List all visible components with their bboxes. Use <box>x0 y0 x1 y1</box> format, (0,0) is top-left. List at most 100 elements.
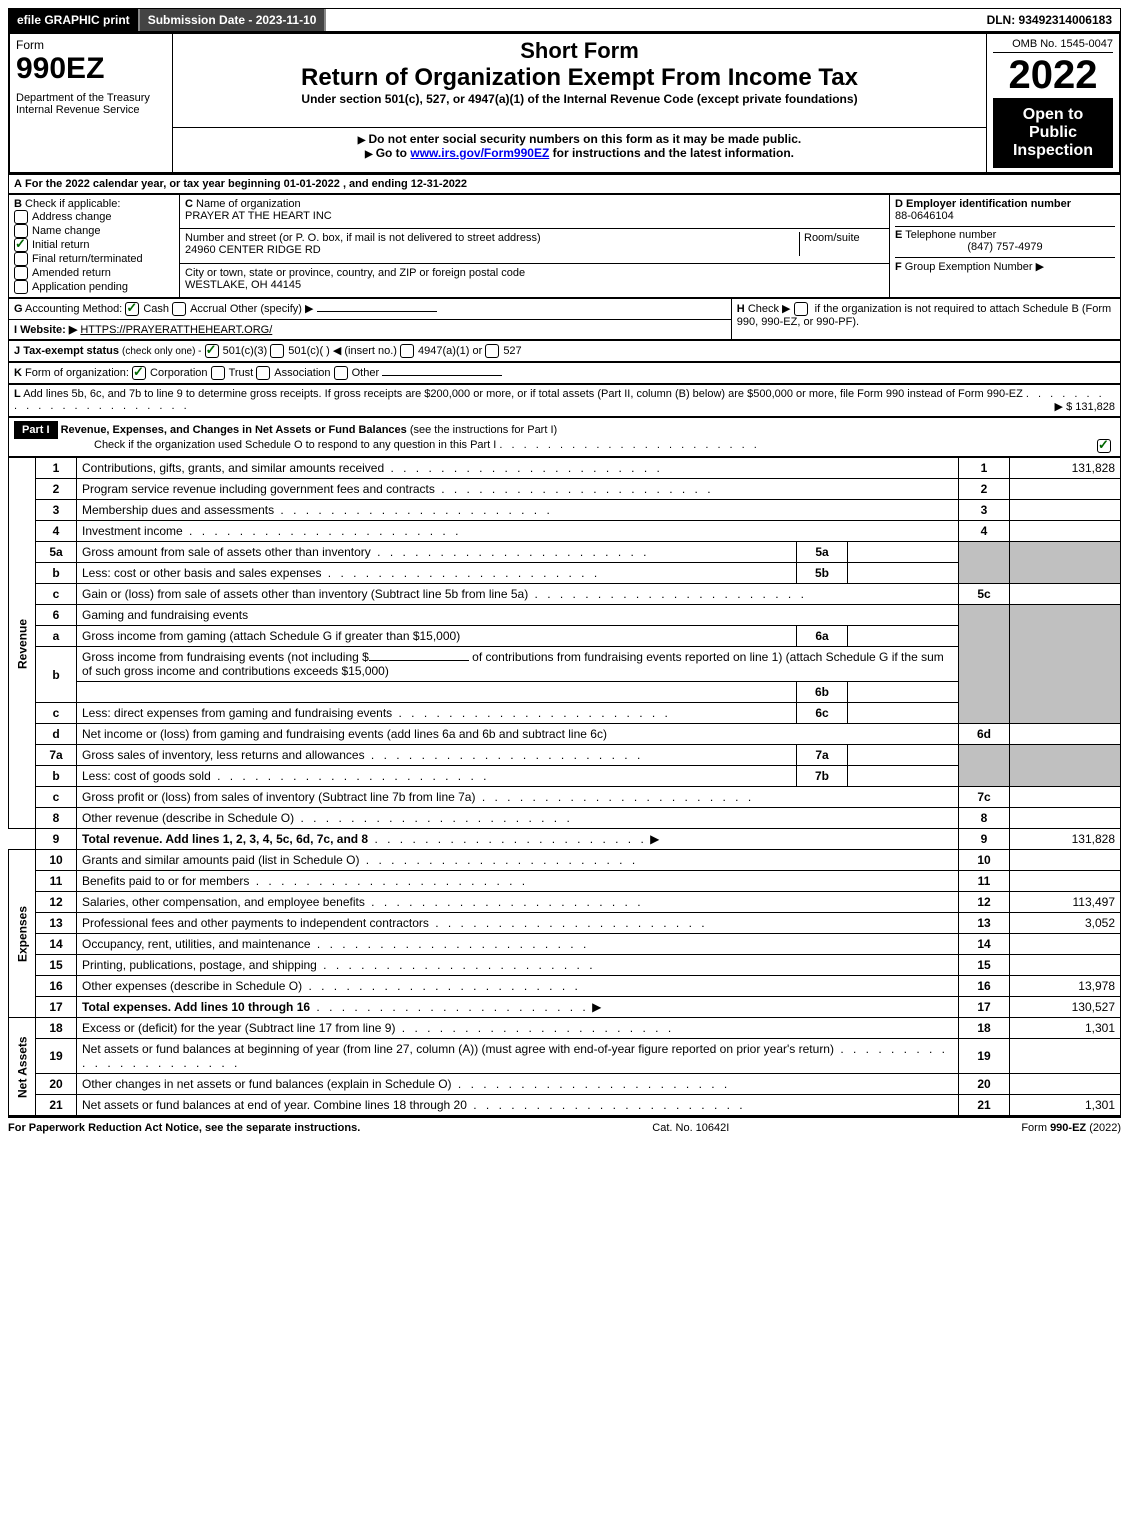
website-link[interactable]: HTTPS://PRAYERATTHEHEART.ORG/ <box>80 324 272 336</box>
form-word: Form <box>16 38 166 52</box>
line-6a-num: a <box>36 626 77 647</box>
checkbox-501c[interactable] <box>270 344 284 358</box>
line-6c-mid: 6c <box>797 703 848 724</box>
line-8-text: Other revenue (describe in Schedule O) <box>82 811 294 825</box>
line-18-num: 18 <box>36 1018 77 1039</box>
checkbox-association[interactable] <box>256 366 270 380</box>
label-c: C <box>185 198 193 210</box>
line-8-val <box>1010 808 1121 829</box>
group-exemption-label: Group Exemption Number <box>905 261 1033 273</box>
section-h-text2: if the organization is not required to a… <box>737 303 1111 328</box>
department-label: Department of the Treasury Internal Reve… <box>16 92 166 116</box>
checkbox-initial-return[interactable] <box>14 238 28 252</box>
checkbox-schedule-b[interactable] <box>794 302 808 316</box>
ein-value: 88-0646104 <box>895 210 1115 222</box>
checkbox-pending[interactable] <box>14 280 28 294</box>
irs-link[interactable]: www.irs.gov/Form990EZ <box>410 146 549 160</box>
opt-amended: Amended return <box>32 267 111 279</box>
line-3-text: Membership dues and assessments <box>82 503 274 517</box>
checkbox-schedule-o[interactable] <box>1097 439 1111 453</box>
opt-trust: Trust <box>229 367 254 379</box>
footer-left: For Paperwork Reduction Act Notice, see … <box>8 1122 360 1134</box>
org-name: PRAYER AT THE HEART INC <box>185 210 332 222</box>
opt-initial: Initial return <box>32 239 89 251</box>
line-1-num: 1 <box>36 458 77 479</box>
label-j: J <box>14 345 20 357</box>
opt-address: Address change <box>32 211 112 223</box>
footer-right: Form 990-EZ (2022) <box>1021 1122 1121 1134</box>
part1-note: (see the instructions for Part I) <box>410 424 557 436</box>
opt-cash: Cash <box>143 303 169 315</box>
opt-assoc: Association <box>274 367 330 379</box>
label-k: K <box>14 367 22 379</box>
label-l: L <box>14 388 21 400</box>
line-13-text: Professional fees and other payments to … <box>82 916 429 930</box>
footer-right-post: (2022) <box>1086 1122 1121 1134</box>
efile-label: efile GRAPHIC print <box>9 9 138 31</box>
line-12-val: 113,497 <box>1010 892 1121 913</box>
line-7b-num: b <box>36 766 77 787</box>
line-2-rnum: 2 <box>959 479 1010 500</box>
subtitle: Under section 501(c), 527, or 4947(a)(1)… <box>179 92 980 106</box>
main-title: Return of Organization Exempt From Incom… <box>179 64 980 92</box>
checkbox-address-change[interactable] <box>14 210 28 224</box>
line-21-num: 21 <box>36 1095 77 1116</box>
opt-corp: Corporation <box>150 367 207 379</box>
line-7a-mid: 7a <box>797 745 848 766</box>
room-label: Room/suite <box>799 232 884 256</box>
line-16-val: 13,978 <box>1010 976 1121 997</box>
line-11-text: Benefits paid to or for members <box>82 874 249 888</box>
omb-number: OMB No. 1545-0047 <box>993 38 1113 53</box>
line-2-val <box>1010 479 1121 500</box>
line-20-rnum: 20 <box>959 1074 1010 1095</box>
tax-exempt-label: Tax-exempt status <box>23 345 119 357</box>
checkbox-trust[interactable] <box>211 366 225 380</box>
netassets-label: Net Assets <box>9 1018 36 1116</box>
section-b-title: Check if applicable: <box>25 198 120 210</box>
line-4-val <box>1010 521 1121 542</box>
short-form-title: Short Form <box>179 38 980 64</box>
revenue-label: Revenue <box>9 458 36 829</box>
line-8-rnum: 8 <box>959 808 1010 829</box>
label-e: E <box>895 229 902 241</box>
footer-catno: Cat. No. 10642I <box>652 1122 729 1134</box>
section-a: A For the 2022 calendar year, or tax yea… <box>8 174 1121 194</box>
name-label: Name of organization <box>196 198 301 210</box>
footer-right-bold: 990-EZ <box>1050 1122 1086 1134</box>
form-number: 990EZ <box>16 52 166 86</box>
phone-label: Telephone number <box>905 229 996 241</box>
line-12-text: Salaries, other compensation, and employ… <box>82 895 365 909</box>
line-9-text: Total revenue. Add lines 1, 2, 3, 4, 5c,… <box>82 832 368 846</box>
street-label: Number and street (or P. O. box, if mail… <box>185 232 541 244</box>
checkbox-other-org[interactable] <box>334 366 348 380</box>
line-6-text: Gaming and fundraising events <box>77 605 959 626</box>
line-13-num: 13 <box>36 913 77 934</box>
label-h: H <box>737 303 745 315</box>
line-17-num: 17 <box>36 997 77 1018</box>
line-6b-num: b <box>36 647 77 703</box>
page-footer: For Paperwork Reduction Act Notice, see … <box>8 1116 1121 1134</box>
label-g: G <box>14 303 23 315</box>
line-16-rnum: 16 <box>959 976 1010 997</box>
line-5b-mid: 5b <box>797 563 848 584</box>
line-10-val <box>1010 850 1121 871</box>
checkbox-accrual[interactable] <box>172 302 186 316</box>
checkbox-4947[interactable] <box>400 344 414 358</box>
checkbox-final-return[interactable] <box>14 252 28 266</box>
line-6b-mid: 6b <box>797 682 848 703</box>
section-h-text: Check ▶ <box>748 303 791 315</box>
label-a: A <box>14 178 22 190</box>
checkbox-corporation[interactable] <box>132 366 146 380</box>
line-15-rnum: 15 <box>959 955 1010 976</box>
checkbox-527[interactable] <box>485 344 499 358</box>
checkbox-501c3[interactable] <box>205 344 219 358</box>
line-7c-text: Gross profit or (loss) from sales of inv… <box>82 790 475 804</box>
line-19-rnum: 19 <box>959 1039 1010 1074</box>
line-3-val <box>1010 500 1121 521</box>
lines-table: Revenue 1 Contributions, gifts, grants, … <box>8 457 1121 1116</box>
label-i: I <box>14 324 17 336</box>
line-12-num: 12 <box>36 892 77 913</box>
line-6c-text: Less: direct expenses from gaming and fu… <box>82 706 392 720</box>
checkbox-amended[interactable] <box>14 266 28 280</box>
checkbox-cash[interactable] <box>125 302 139 316</box>
